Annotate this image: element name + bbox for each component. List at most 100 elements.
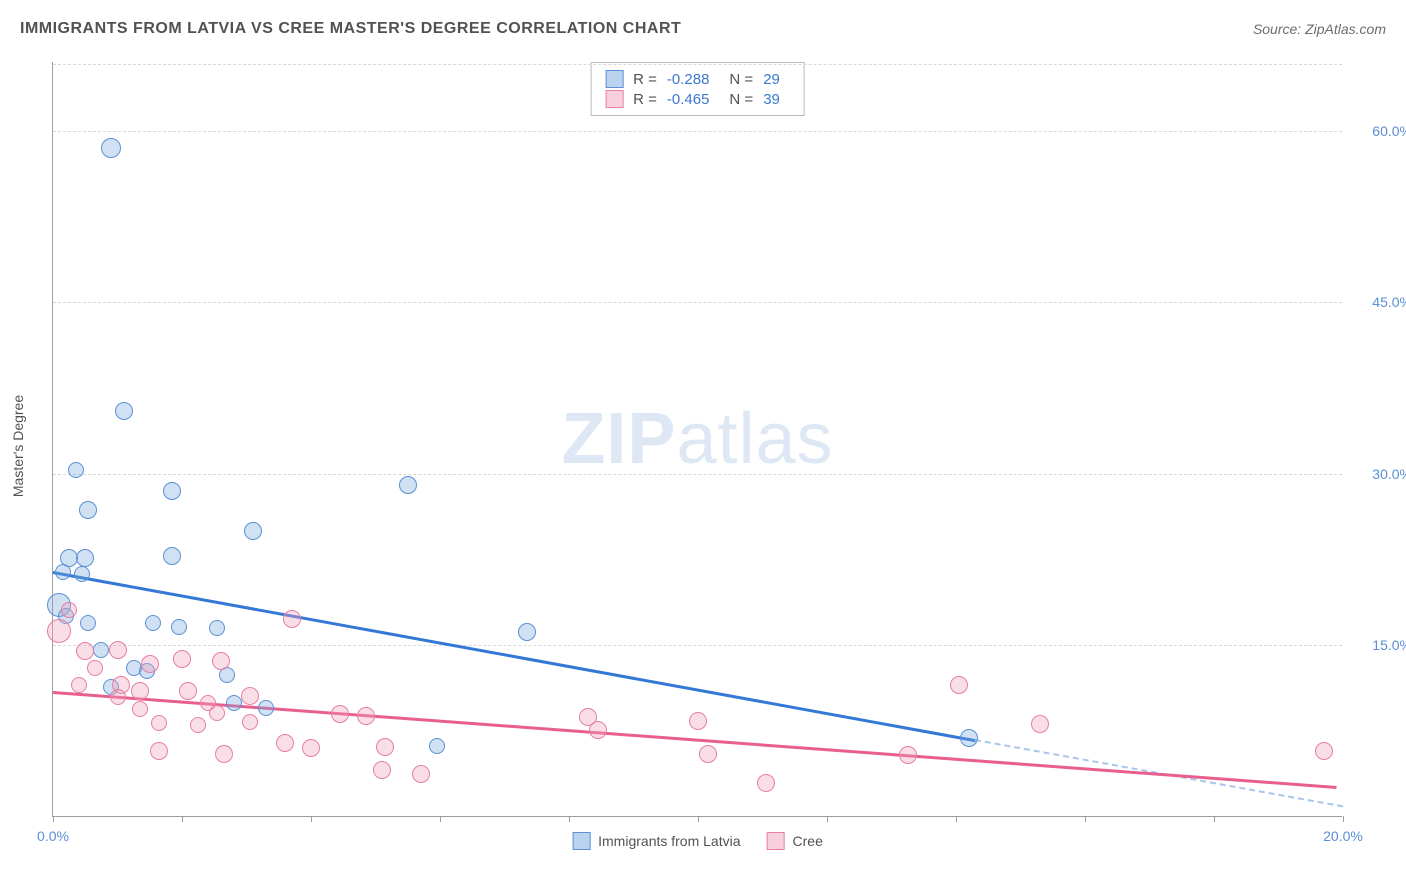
data-point (429, 738, 445, 754)
y-tick-label: 15.0% (1352, 637, 1406, 653)
data-point (209, 705, 225, 721)
stats-row-2: R = -0.465 N = 39 (605, 89, 790, 109)
y-tick-label: 45.0% (1352, 294, 1406, 310)
swatch-series1-icon (605, 70, 623, 88)
gridline (53, 64, 1342, 65)
data-point (357, 707, 375, 725)
x-tick-label: 0.0% (37, 828, 69, 844)
gridline (53, 474, 1342, 475)
data-point (1031, 715, 1049, 733)
data-point (302, 739, 320, 757)
x-tick (182, 816, 183, 822)
data-point (179, 682, 197, 700)
legend-swatch-2-icon (767, 832, 785, 850)
data-point (283, 610, 301, 628)
stat-r-value-2: -0.465 (667, 91, 710, 108)
data-point (212, 652, 230, 670)
data-point (68, 462, 84, 478)
data-point (950, 676, 968, 694)
data-point (163, 482, 181, 500)
data-point (79, 501, 97, 519)
data-point (87, 660, 103, 676)
data-point (399, 476, 417, 494)
x-tick (311, 816, 312, 822)
data-point (518, 623, 536, 641)
data-point (376, 738, 394, 756)
x-tick (827, 816, 828, 822)
data-point (215, 745, 233, 763)
data-point (71, 677, 87, 693)
data-point (145, 615, 161, 631)
data-point (101, 138, 121, 158)
data-point (244, 522, 262, 540)
stat-r-label-2: R = (633, 91, 657, 108)
data-point (960, 729, 978, 747)
x-tick (1214, 816, 1215, 822)
data-point (76, 549, 94, 567)
data-point (74, 566, 90, 582)
gridline (53, 645, 1342, 646)
data-point (209, 620, 225, 636)
y-tick-label: 60.0% (1352, 123, 1406, 139)
data-point (242, 714, 258, 730)
data-point (55, 564, 71, 580)
data-point (241, 687, 259, 705)
data-point (258, 700, 274, 716)
legend-item-2: Cree (767, 832, 823, 850)
legend-swatch-1-icon (572, 832, 590, 850)
chart-container: IMMIGRANTS FROM LATVIA VS CREE MASTER'S … (0, 0, 1406, 892)
data-point (173, 650, 191, 668)
trend-line (53, 691, 1337, 788)
data-point (699, 745, 717, 763)
stat-r-value-1: -0.288 (667, 71, 710, 88)
data-point (150, 742, 168, 760)
data-point (190, 717, 206, 733)
legend-label-2: Cree (793, 833, 823, 849)
stats-row-1: R = -0.288 N = 29 (605, 69, 790, 89)
data-point (109, 641, 127, 659)
data-point (899, 746, 917, 764)
data-point (373, 761, 391, 779)
data-point (1315, 742, 1333, 760)
x-tick-label: 20.0% (1323, 828, 1363, 844)
data-point (93, 642, 109, 658)
data-point (110, 689, 126, 705)
stat-n-value-2: 39 (763, 91, 780, 108)
data-point (276, 734, 294, 752)
data-point (757, 774, 775, 792)
data-point (115, 402, 133, 420)
data-point (171, 619, 187, 635)
data-point (131, 682, 149, 700)
x-tick (569, 816, 570, 822)
data-point (141, 655, 159, 673)
data-point (331, 705, 349, 723)
stat-n-label-1: N = (729, 71, 753, 88)
data-point (76, 642, 94, 660)
data-point (226, 695, 242, 711)
data-point (80, 615, 96, 631)
x-tick (53, 816, 54, 822)
watermark-atlas: atlas (676, 399, 833, 479)
legend-label-1: Immigrants from Latvia (598, 833, 740, 849)
x-tick (956, 816, 957, 822)
y-axis-label: Master's Degree (10, 395, 26, 497)
x-tick (440, 816, 441, 822)
source-name: ZipAtlas.com (1305, 21, 1386, 37)
source-label: Source: (1253, 21, 1305, 37)
data-point (689, 712, 707, 730)
stat-n-label-2: N = (729, 91, 753, 108)
stats-legend: R = -0.288 N = 29 R = -0.465 N = 39 (590, 62, 805, 116)
data-point (47, 619, 71, 643)
plot-area: ZIPatlas R = -0.288 N = 29 R = -0.465 N … (52, 62, 1342, 817)
x-tick (1343, 816, 1344, 822)
stat-r-label-1: R = (633, 71, 657, 88)
watermark-zip: ZIP (561, 399, 676, 479)
swatch-series2-icon (605, 90, 623, 108)
x-tick (1085, 816, 1086, 822)
y-tick-label: 30.0% (1352, 466, 1406, 482)
watermark: ZIPatlas (561, 398, 833, 480)
source-credit: Source: ZipAtlas.com (1253, 21, 1386, 37)
title-bar: IMMIGRANTS FROM LATVIA VS CREE MASTER'S … (20, 20, 1386, 38)
gridline (53, 302, 1342, 303)
stat-n-value-1: 29 (763, 71, 780, 88)
